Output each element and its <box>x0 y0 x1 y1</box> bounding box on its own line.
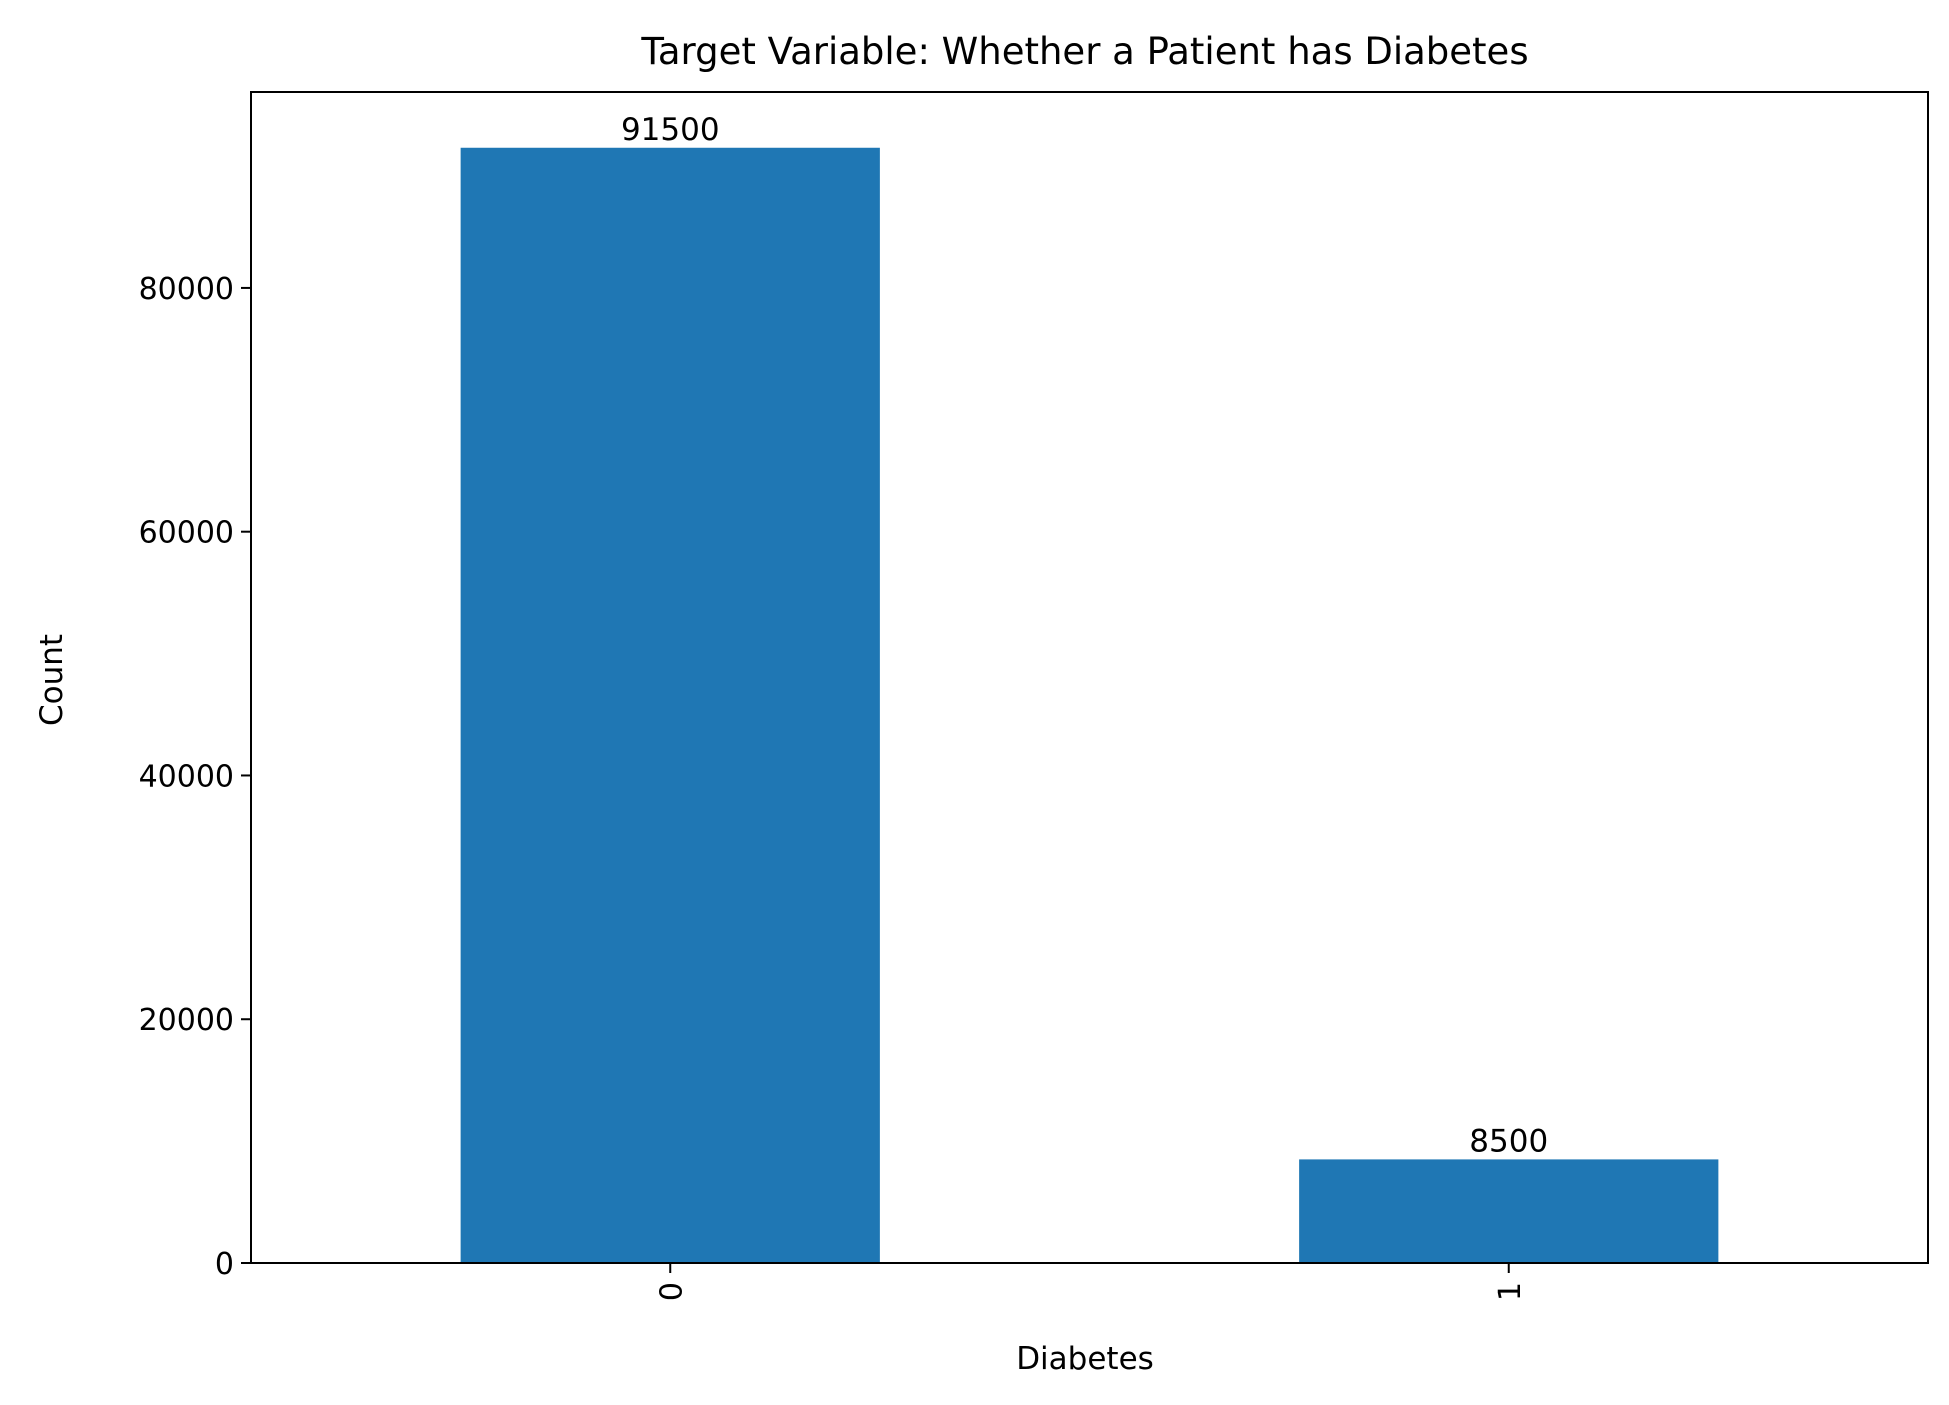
x-tick-label: 1 <box>1493 1282 1528 1301</box>
bar-1 <box>1299 1159 1719 1263</box>
y-tick-label: 0 <box>215 1247 234 1282</box>
bar-value-label: 91500 <box>621 112 720 148</box>
chart-title: Target Variable: Whether a Patient has D… <box>640 30 1528 73</box>
plot-frame <box>250 91 1929 1264</box>
bar-0 <box>460 147 880 1263</box>
y-tick-label: 20000 <box>139 1003 234 1038</box>
y-tick-label: 40000 <box>139 759 234 794</box>
bar-value-label: 8500 <box>1469 1123 1548 1159</box>
bars: 91500 8500 <box>460 112 1719 1263</box>
x-tick-label: 0 <box>654 1282 689 1301</box>
y-tick-label: 80000 <box>139 272 234 307</box>
x-axis-label: Diabetes <box>1016 1341 1154 1377</box>
y-axis: 0 20000 40000 60000 80000 <box>139 272 251 1282</box>
y-tick-label: 60000 <box>139 516 234 551</box>
y-axis-label: Count <box>34 634 70 726</box>
